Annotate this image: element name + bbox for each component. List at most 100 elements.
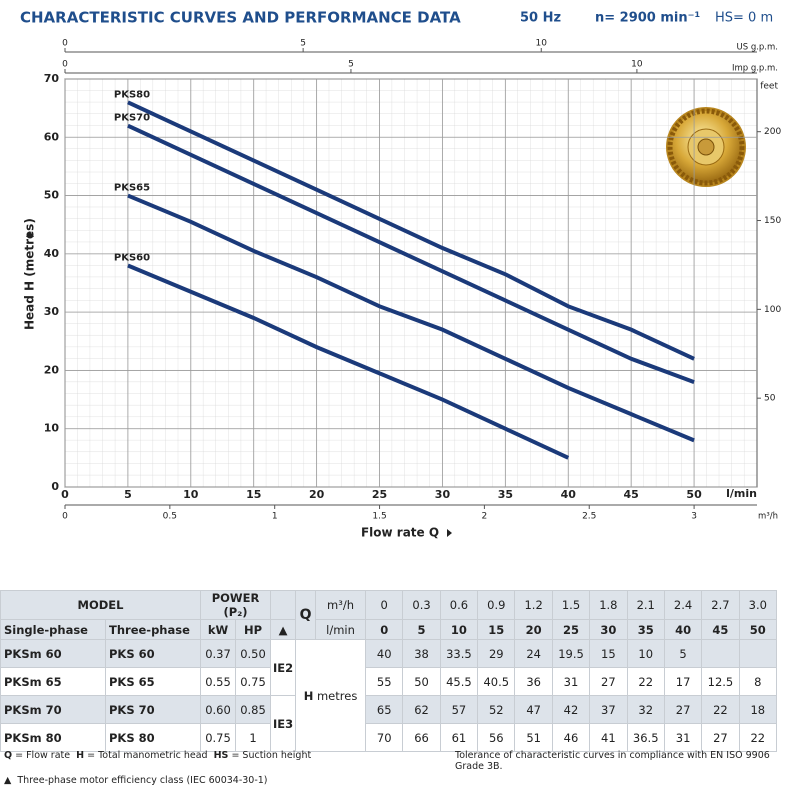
axis-tick-label: 0 <box>62 512 68 522</box>
x-axis-title: Flow rate Q <box>361 526 439 540</box>
definition: = Total manometric head <box>87 750 208 761</box>
series-label: PKS80 <box>114 89 150 100</box>
head-value: 12.5 <box>701 667 740 696</box>
head-value: 55 <box>365 667 404 696</box>
tolerance: Tolerance of characteristic curves in co… <box>455 750 770 772</box>
header-cell: m³/h <box>315 590 367 620</box>
head-value: 38 <box>402 639 441 668</box>
power-kw: 0.75 <box>200 723 237 752</box>
header-cell: MODEL <box>0 590 202 620</box>
head-value: 62 <box>402 695 441 724</box>
head-value: 40 <box>365 639 404 668</box>
axis-unit: m³/h <box>758 512 778 522</box>
series-label: PKS65 <box>114 183 150 194</box>
y-tick-label: 50 <box>44 189 60 202</box>
model-three: PKS 65 <box>104 667 202 696</box>
head-value: 52 <box>477 695 516 724</box>
header-cell: HP <box>235 619 272 640</box>
head-value: 29 <box>477 639 516 668</box>
axis-tick-label: 3 <box>691 512 697 522</box>
head-value: 17 <box>663 667 703 696</box>
header-cell: ▲ <box>270 619 297 640</box>
head-value: 51 <box>514 723 553 752</box>
power-hp: 0.85 <box>235 695 272 724</box>
head-value: 50 <box>402 667 441 696</box>
y-tick-label: 0 <box>51 480 59 493</box>
head-value: 31 <box>663 723 703 752</box>
table-row: PKSm 65 PKS 65 0.55 0.75 55 50 45.5 40.5 36 31 27 2… <box>0 667 778 696</box>
head-value: 5 <box>663 639 703 668</box>
table-row: PKSm 60 PKS 60 0.37 0.50 IE2 H metres 40 38 33.5… <box>0 639 778 752</box>
axis-tick-label: 0 <box>62 60 68 70</box>
head-value: 8 <box>738 667 778 696</box>
power-hp: 0.75 <box>235 667 272 696</box>
axis-tick-label: 10 <box>536 39 548 49</box>
head-value <box>738 639 778 668</box>
flow-lmin: 10 <box>439 619 479 640</box>
head-value: 65 <box>365 695 404 724</box>
table-row: Single-phase Three-phase kW HP ▲ l/min 0 5 10 15 2… <box>0 619 778 640</box>
flow-m3h: 2.7 <box>701 590 740 620</box>
x-tick-label: 15 <box>246 488 261 501</box>
flow-lmin: 25 <box>551 619 591 640</box>
h-symbol: H <box>303 688 314 703</box>
speed: n= 2900 min⁻¹ <box>595 11 700 26</box>
head-label: H metres <box>295 639 367 752</box>
axis-tick-label: 1 <box>272 512 278 522</box>
header-cell: kW <box>200 619 237 640</box>
axis-tick-label: 0 <box>62 39 68 49</box>
title: CHARACTERISTIC CURVES AND PERFORMANCE DA… <box>20 9 461 27</box>
power-kw: 0.37 <box>200 639 237 668</box>
head-value: 36.5 <box>626 723 665 752</box>
arrow <box>447 529 452 537</box>
definition: = Flow rate <box>15 750 71 761</box>
x-tick-label: 50 <box>686 488 702 501</box>
y2-tick-label: 100 <box>764 305 781 315</box>
suction: HS= 0 m <box>715 11 773 26</box>
curve <box>127 123 695 384</box>
model-single: PKSm 60 <box>0 639 106 668</box>
x-tick-label: 20 <box>309 488 325 501</box>
header-cell <box>270 590 297 620</box>
axis-unit: US g.p.m. <box>737 43 779 53</box>
power-hp: 0.50 <box>235 639 272 668</box>
flow-m3h: 0 <box>365 590 404 620</box>
symbol: ▲ <box>4 775 12 786</box>
curve <box>127 263 570 460</box>
head-value: 37 <box>589 695 628 724</box>
arrow <box>26 231 34 237</box>
x-tick-label: 40 <box>561 488 577 501</box>
model-three: PKS 60 <box>104 639 202 668</box>
head-value <box>701 639 740 668</box>
flow-lmin: 35 <box>626 619 665 640</box>
y2-axis-title: feet <box>760 82 778 92</box>
head-value: 33.5 <box>439 639 479 668</box>
y2-tick-label: 200 <box>764 127 781 137</box>
curve <box>127 100 695 361</box>
head-value: 45.5 <box>439 667 479 696</box>
head-value: 22 <box>738 723 778 752</box>
axis-tick-label: 2 <box>482 512 488 522</box>
head-value: 27 <box>701 723 740 752</box>
header-cell: Single-phase <box>0 619 106 640</box>
efficiency-class: IE2 <box>270 639 297 696</box>
table-row: PKSm 80 PKS 80 0.75 1 70 66 61 56 51 46 41 36.5 31 27… <box>0 723 778 752</box>
head-value: 40.5 <box>477 667 516 696</box>
power-kw: 0.60 <box>200 695 237 724</box>
axis-tick-label: 5 <box>348 60 354 70</box>
axis-tick-label: 1.5 <box>372 512 386 522</box>
head-value: 22 <box>701 695 740 724</box>
head-value: 32 <box>626 695 665 724</box>
y-axis-title: Head H (metres) <box>23 218 37 330</box>
head-value: 36 <box>514 667 553 696</box>
head-value: 56 <box>477 723 516 752</box>
head-value: 22 <box>626 667 665 696</box>
flow-lmin: 20 <box>514 619 553 640</box>
flow-m3h: 3.0 <box>738 590 778 620</box>
model-single: PKSm 65 <box>0 667 106 696</box>
chart: CHARACTERISTIC CURVES AND PERFORMANCE DA… <box>20 9 781 540</box>
head-value: 15 <box>589 639 628 668</box>
header-cell: Q <box>295 590 317 640</box>
